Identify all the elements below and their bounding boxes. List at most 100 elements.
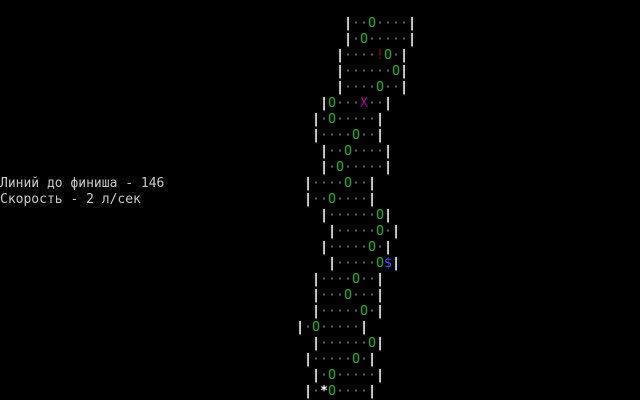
road-row: |·····O·|: [0, 352, 376, 368]
lines-to-finish-text: Линий до финиша - 146: [0, 176, 165, 191]
road-cell: ·: [344, 336, 352, 351]
road-cell: ·: [312, 176, 320, 191]
road-cell: ·: [352, 368, 360, 383]
road-cell: ·: [320, 336, 328, 351]
road-cell: ·: [328, 288, 336, 303]
obstacle: O: [352, 272, 360, 287]
wall-segment: |: [296, 320, 304, 335]
obstacle: O: [352, 352, 360, 367]
road-cell: ·: [336, 288, 344, 303]
road-cell: ·: [328, 144, 336, 159]
road-cell: ·: [304, 320, 312, 335]
wall-segment: |: [320, 240, 328, 255]
road-row: |·O·····|: [0, 160, 392, 176]
road-cell: ·: [352, 144, 360, 159]
road-cell: ·: [360, 288, 368, 303]
road-cell: ·: [384, 80, 392, 95]
wall-segment: |: [376, 112, 384, 127]
wall-segment: |: [384, 160, 392, 175]
road-cell: ·: [312, 384, 320, 399]
wall-segment: |: [392, 256, 400, 271]
road-cell: ·: [376, 32, 384, 47]
road-cell: ·: [360, 336, 368, 351]
road-row: |····O··|: [0, 128, 384, 144]
wall-segment: |: [384, 144, 392, 159]
road-cell: ·: [352, 80, 360, 95]
wall-segment: |: [408, 32, 416, 47]
road-cell: ·: [384, 64, 392, 79]
road-cell: ·: [344, 272, 352, 287]
road-cell: ·: [328, 304, 336, 319]
road-cell: ·: [336, 320, 344, 335]
road-cell: ·: [384, 224, 392, 239]
wall-segment: |: [320, 208, 328, 223]
road-cell: ·: [320, 112, 328, 127]
road-cell: ·: [392, 48, 400, 63]
wall-segment: |: [376, 288, 384, 303]
road-cell: ·: [352, 336, 360, 351]
road-cell: ·: [336, 128, 344, 143]
road-cell: ·: [328, 336, 336, 351]
road-cell: ·: [352, 224, 360, 239]
road-cell: ·: [376, 240, 384, 255]
road-cell: ·: [320, 368, 328, 383]
wall-segment: |: [408, 16, 416, 31]
road-cell: ·: [320, 288, 328, 303]
road-cell: ·: [360, 16, 368, 31]
road-cell: ·: [352, 304, 360, 319]
road-cell: ·: [368, 224, 376, 239]
road-cell: ·: [368, 80, 376, 95]
wall-segment: |: [312, 368, 320, 383]
wall-segment: |: [320, 144, 328, 159]
road-row: |······O|: [0, 208, 392, 224]
road-cell: ·: [376, 64, 384, 79]
wall-segment: |: [336, 80, 344, 95]
road-row: |··O····|: [0, 144, 392, 160]
road-row: |O···X··|: [0, 96, 392, 112]
wall-segment: |: [312, 272, 320, 287]
road-cell: ·: [352, 256, 360, 271]
road-cell: ·: [360, 256, 368, 271]
wall-segment: |: [376, 368, 384, 383]
road-cell: ·: [352, 112, 360, 127]
road-cell: ·: [392, 16, 400, 31]
road-row: |·····O·|: [0, 224, 400, 240]
road-cell: ·: [360, 176, 368, 191]
road-cell: ·: [328, 160, 336, 175]
road-cell: ·: [336, 336, 344, 351]
wall-segment: |: [344, 32, 352, 47]
road-cell: ·: [336, 384, 344, 399]
road-cell: ·: [344, 384, 352, 399]
road-row: |··O····|: [0, 192, 376, 208]
road-cell: ·: [360, 160, 368, 175]
road-row: |····O··|: [0, 272, 384, 288]
road-cell: ·: [320, 304, 328, 319]
road-cell: ·: [336, 176, 344, 191]
road-cell: ·: [360, 384, 368, 399]
wall-segment: |: [392, 224, 400, 239]
road-row: |······O|: [0, 336, 384, 352]
obstacle: O: [376, 208, 384, 223]
wall-segment: |: [304, 352, 312, 367]
road-cell: ·: [328, 128, 336, 143]
road-cell: ·: [312, 192, 320, 207]
obstacle: O: [312, 320, 320, 335]
wall-segment: |: [304, 384, 312, 399]
road-cell: ·: [344, 304, 352, 319]
road-cell: ·: [336, 192, 344, 207]
wall-segment: |: [384, 96, 392, 111]
road-cell: ·: [320, 192, 328, 207]
obstacle: O: [328, 96, 336, 111]
road-cell: ·: [328, 208, 336, 223]
obstacle: O: [360, 304, 368, 319]
road-cell: ·: [344, 208, 352, 223]
road-cell: ·: [336, 272, 344, 287]
road-cell: ·: [368, 96, 376, 111]
wall-segment: |: [384, 208, 392, 223]
road-cell: ·: [368, 48, 376, 63]
road-cell: ·: [368, 112, 376, 127]
road-cell: ·: [368, 144, 376, 159]
road-cell: ·: [368, 128, 376, 143]
road-cell: ·: [376, 16, 384, 31]
obstacle: O: [368, 336, 376, 351]
